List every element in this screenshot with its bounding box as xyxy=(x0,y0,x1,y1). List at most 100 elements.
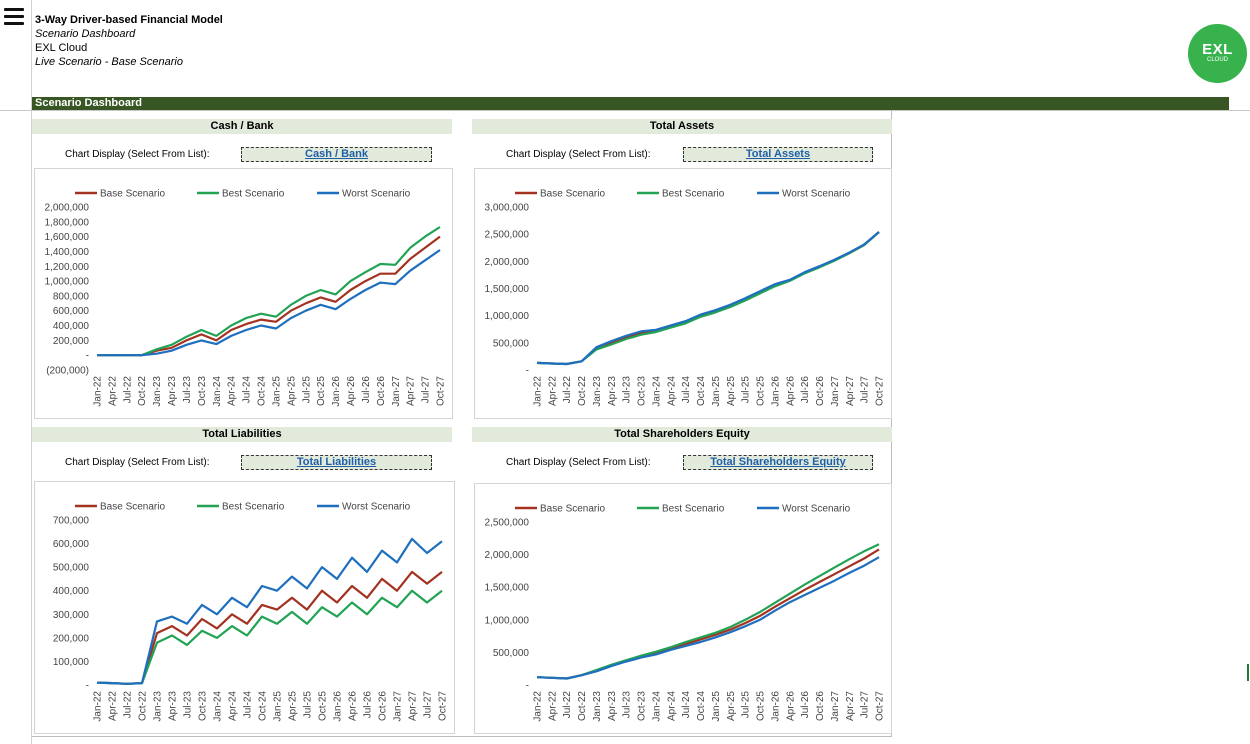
y-tick-label: 2,000,000 xyxy=(45,203,90,214)
chart-select-equity[interactable]: Total Shareholders Equity xyxy=(683,455,873,470)
logo-text: EXL xyxy=(1202,41,1233,58)
x-tick-label: Jul-23 xyxy=(182,376,193,404)
x-tick-label: Oct-26 xyxy=(376,376,387,406)
x-tick-label: Jul-23 xyxy=(622,376,633,404)
x-tick-label: Apr-25 xyxy=(288,691,299,721)
x-tick-label: Jan-26 xyxy=(331,376,342,407)
x-tick-label: Jan-27 xyxy=(830,691,841,722)
series-line-base xyxy=(536,231,880,366)
x-tick-label: Oct-27 xyxy=(875,691,886,721)
x-tick-label: Apr-22 xyxy=(547,691,558,721)
x-tick-label: Jan-22 xyxy=(93,691,104,722)
x-tick-label: Jul-27 xyxy=(860,691,871,719)
x-tick-label: Jul-24 xyxy=(243,691,254,719)
x-tick-label: Jul-25 xyxy=(741,376,752,404)
x-tick-label: Jul-26 xyxy=(800,691,811,719)
chart-select-assets[interactable]: Total Assets xyxy=(683,147,873,162)
x-tick-label: Apr-24 xyxy=(666,691,677,721)
x-tick-label: Jul-26 xyxy=(363,691,374,719)
x-tick-label: Oct-24 xyxy=(696,376,707,406)
y-tick-label: 500,000 xyxy=(493,648,530,659)
x-tick-label: Jan-27 xyxy=(830,376,841,407)
x-tick-label: Jan-23 xyxy=(592,376,603,407)
x-tick-label: Apr-25 xyxy=(726,691,737,721)
x-tick-label: Oct-24 xyxy=(696,691,707,721)
y-tick-label: 2,500,000 xyxy=(485,230,530,241)
x-tick-label: Apr-24 xyxy=(666,376,677,406)
y-tick-label: 1,200,000 xyxy=(45,262,90,273)
y-tick-label: 800,000 xyxy=(53,291,90,302)
series-line-worst xyxy=(97,249,441,357)
y-tick-label: 400,000 xyxy=(53,586,90,597)
x-tick-label: Oct-24 xyxy=(257,376,268,406)
x-tick-label: Jul-22 xyxy=(562,691,573,719)
x-tick-label: Jan-23 xyxy=(153,691,164,722)
legend-label: Base Scenario xyxy=(540,504,605,515)
legend-label: Base Scenario xyxy=(100,189,165,200)
chart-display-label: Chart Display (Select From List): xyxy=(506,149,651,160)
x-tick-label: Apr-26 xyxy=(348,691,359,721)
y-tick-label: 600,000 xyxy=(53,539,90,550)
chart-total-assets: Base Scenario Best Scenario Worst Scenario… xyxy=(474,168,892,419)
chart-select-cash[interactable]: Cash / Bank xyxy=(241,147,432,162)
x-tick-label: Jan-25 xyxy=(273,691,284,722)
y-tick-label: 1,000,000 xyxy=(485,311,530,322)
x-tick-label: Jul-26 xyxy=(800,376,811,404)
x-tick-label: Oct-23 xyxy=(198,691,209,721)
live-scenario: Live Scenario - Base Scenario xyxy=(35,56,183,68)
dashboard-frame xyxy=(32,110,892,737)
chart-svg-liabilities: Base Scenario Best Scenario Worst Scenario… xyxy=(53,502,449,722)
legend-label: Best Scenario xyxy=(662,189,725,200)
chart-svg-cash: Base Scenario Best Scenario Worst Scenario… xyxy=(45,189,447,407)
y-tick-label: 1,500,000 xyxy=(485,284,530,295)
hamburger-menu-icon[interactable] xyxy=(4,8,24,26)
panel-heading-assets: Total Assets xyxy=(472,119,892,134)
x-tick-label: Oct-22 xyxy=(577,376,588,406)
y-tick-label: 3,000,000 xyxy=(485,203,530,214)
x-tick-label: Oct-27 xyxy=(875,376,886,406)
x-tick-label: Jan-24 xyxy=(212,376,223,407)
x-tick-label: Jul-24 xyxy=(681,691,692,719)
y-tick-label: 1,600,000 xyxy=(45,232,90,243)
series-line-worst xyxy=(96,537,443,685)
legend-label: Worst Scenario xyxy=(782,504,851,515)
dashboard-title: Scenario Dashboard xyxy=(35,97,142,109)
y-tick-label: 100,000 xyxy=(53,657,90,668)
y-tick-label: 300,000 xyxy=(53,610,90,621)
chart-select-liabilities[interactable]: Total Liabilities xyxy=(241,455,432,470)
x-tick-label: Apr-24 xyxy=(228,691,239,721)
legend-label: Worst Scenario xyxy=(342,189,411,200)
y-tick-label: 2,000,000 xyxy=(485,550,530,561)
y-tick-label: 700,000 xyxy=(53,516,90,527)
x-tick-label: Jul-22 xyxy=(123,691,134,719)
x-tick-label: Oct-23 xyxy=(197,376,208,406)
y-tick-label: 200,000 xyxy=(53,336,90,347)
legend-label: Best Scenario xyxy=(222,502,285,513)
series-line-best xyxy=(96,589,443,685)
legend-label: Best Scenario xyxy=(222,189,285,200)
series-line-base xyxy=(96,570,443,685)
y-tick-label: 1,000,000 xyxy=(45,277,90,288)
x-tick-label: Apr-23 xyxy=(167,376,178,406)
x-tick-label: Jan-24 xyxy=(651,691,662,722)
series-line-base xyxy=(97,235,441,357)
y-tick-label: (200,000) xyxy=(46,366,89,377)
panel-heading-liabilities: Total Liabilities xyxy=(32,427,452,442)
y-tick-label: 600,000 xyxy=(53,306,90,317)
x-tick-label: Jul-26 xyxy=(361,376,372,404)
series-line-best xyxy=(536,231,880,366)
x-tick-label: Apr-27 xyxy=(406,376,417,406)
y-tick-label: - xyxy=(526,681,529,692)
legend-label: Worst Scenario xyxy=(342,502,411,513)
chart-svg-equity: Base Scenario Best Scenario Worst Scenario… xyxy=(485,504,886,722)
x-tick-label: Oct-24 xyxy=(258,691,269,721)
x-tick-label: Apr-26 xyxy=(785,376,796,406)
x-tick-label: Oct-25 xyxy=(756,376,767,406)
legend-label: Base Scenario xyxy=(540,189,605,200)
chart-svg-assets: Base Scenario Best Scenario Worst Scenario… xyxy=(485,189,886,407)
y-tick-label: 2,500,000 xyxy=(485,518,530,529)
x-tick-label: Jan-26 xyxy=(770,376,781,407)
x-tick-label: Jan-24 xyxy=(213,691,224,722)
x-tick-label: Jul-27 xyxy=(860,376,871,404)
y-tick-label: 1,000,000 xyxy=(485,615,530,626)
